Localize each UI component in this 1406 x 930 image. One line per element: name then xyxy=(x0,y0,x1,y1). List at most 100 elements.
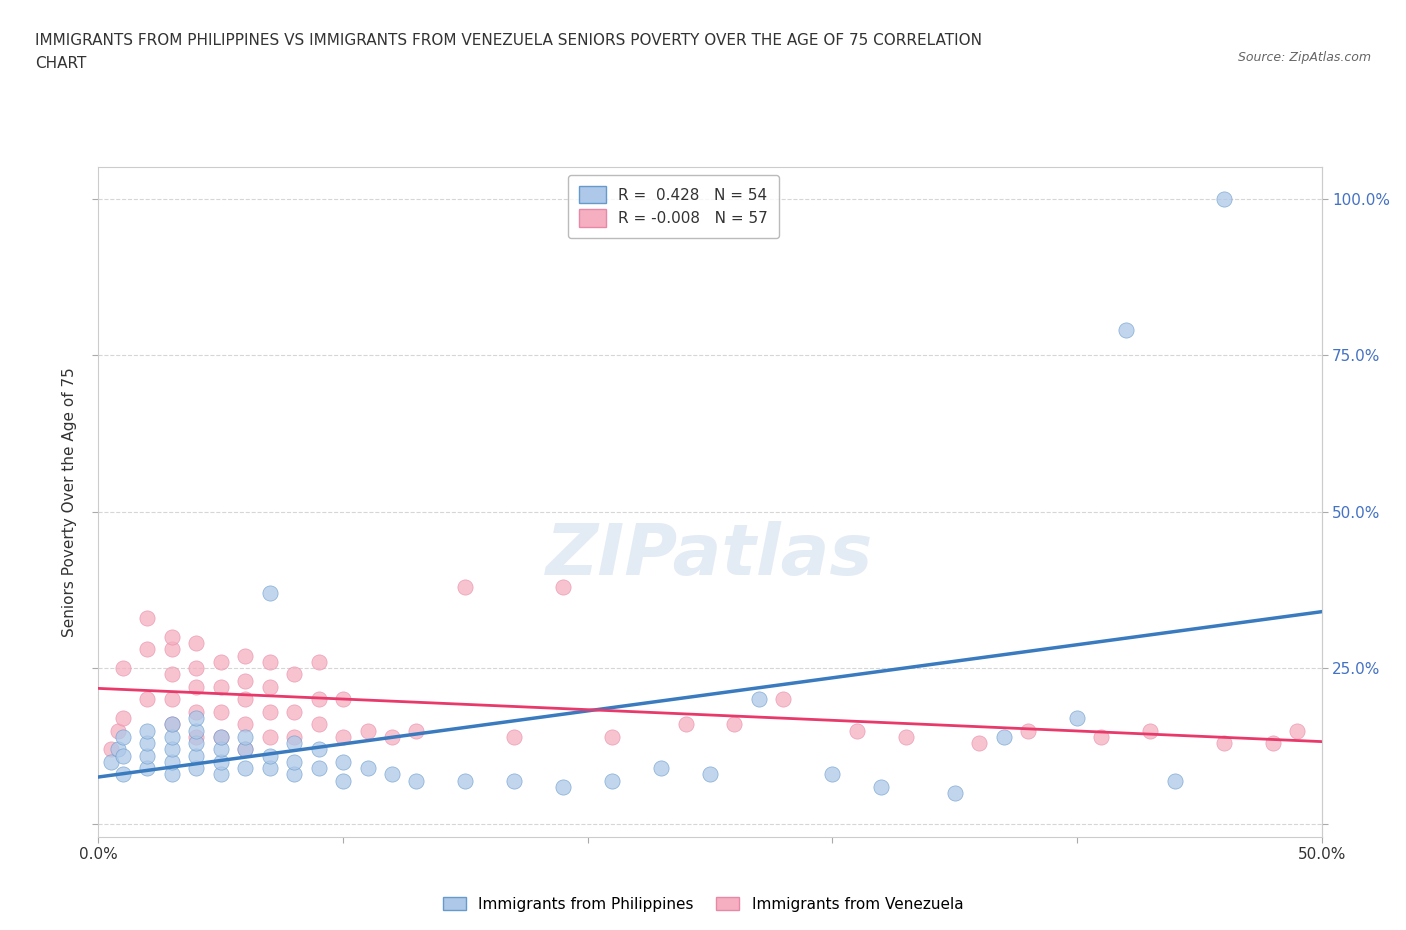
Point xyxy=(1212,736,1234,751)
Point xyxy=(233,742,256,757)
Point xyxy=(209,754,232,769)
Point xyxy=(1115,323,1137,338)
Point xyxy=(136,749,159,764)
Point xyxy=(259,729,281,744)
Point xyxy=(136,642,159,657)
Point xyxy=(186,736,208,751)
Y-axis label: Seniors Poverty Over the Age of 75: Seniors Poverty Over the Age of 75 xyxy=(62,367,77,637)
Point xyxy=(233,673,256,688)
Point xyxy=(332,773,354,788)
Point xyxy=(503,729,526,744)
Point xyxy=(111,767,134,782)
Point xyxy=(381,767,404,782)
Point xyxy=(553,579,575,594)
Point xyxy=(186,635,208,650)
Point xyxy=(160,642,183,657)
Point xyxy=(748,692,770,707)
Point xyxy=(1212,192,1234,206)
Text: CHART: CHART xyxy=(35,56,87,71)
Point xyxy=(1261,736,1284,751)
Point xyxy=(1090,729,1112,744)
Point xyxy=(675,717,697,732)
Point xyxy=(233,761,256,776)
Point xyxy=(845,724,868,738)
Point xyxy=(259,586,281,601)
Point xyxy=(356,761,378,776)
Point xyxy=(186,761,208,776)
Point xyxy=(308,692,330,707)
Point xyxy=(233,729,256,744)
Point xyxy=(209,767,232,782)
Text: IMMIGRANTS FROM PHILIPPINES VS IMMIGRANTS FROM VENEZUELA SENIORS POVERTY OVER TH: IMMIGRANTS FROM PHILIPPINES VS IMMIGRANT… xyxy=(35,33,983,47)
Point xyxy=(186,724,208,738)
Point xyxy=(233,742,256,757)
Point xyxy=(160,630,183,644)
Point xyxy=(209,729,232,744)
Point xyxy=(160,742,183,757)
Point xyxy=(600,773,623,788)
Point xyxy=(259,680,281,695)
Point xyxy=(283,729,305,744)
Point xyxy=(111,729,134,744)
Point xyxy=(405,724,427,738)
Point xyxy=(209,729,232,744)
Point xyxy=(503,773,526,788)
Point xyxy=(308,717,330,732)
Point xyxy=(699,767,721,782)
Point xyxy=(136,736,159,751)
Point xyxy=(209,704,232,719)
Point xyxy=(332,692,354,707)
Point xyxy=(1139,724,1161,738)
Point xyxy=(993,729,1015,744)
Point xyxy=(136,610,159,625)
Point xyxy=(1286,724,1309,738)
Point xyxy=(160,692,183,707)
Point xyxy=(943,786,966,801)
Point xyxy=(894,729,917,744)
Point xyxy=(308,655,330,670)
Point xyxy=(283,736,305,751)
Point xyxy=(186,680,208,695)
Point xyxy=(967,736,990,751)
Point xyxy=(308,761,330,776)
Point xyxy=(160,767,183,782)
Point xyxy=(186,729,208,744)
Point xyxy=(772,692,794,707)
Point xyxy=(111,749,134,764)
Point xyxy=(1017,724,1039,738)
Point xyxy=(650,761,672,776)
Point xyxy=(870,779,893,794)
Point xyxy=(405,773,427,788)
Point xyxy=(259,761,281,776)
Point xyxy=(454,579,477,594)
Legend: Immigrants from Philippines, Immigrants from Venezuela: Immigrants from Philippines, Immigrants … xyxy=(437,890,969,918)
Point xyxy=(100,742,122,757)
Point xyxy=(283,767,305,782)
Text: ZIPatlas: ZIPatlas xyxy=(547,522,873,591)
Point xyxy=(332,729,354,744)
Point xyxy=(160,717,183,732)
Point xyxy=(209,655,232,670)
Point xyxy=(136,761,159,776)
Point xyxy=(111,711,134,725)
Point xyxy=(1164,773,1187,788)
Point xyxy=(107,724,129,738)
Point xyxy=(233,648,256,663)
Point xyxy=(259,704,281,719)
Point xyxy=(1066,711,1088,725)
Point xyxy=(160,667,183,682)
Point xyxy=(209,680,232,695)
Point xyxy=(233,717,256,732)
Point xyxy=(259,749,281,764)
Point xyxy=(283,704,305,719)
Point xyxy=(283,667,305,682)
Point xyxy=(186,711,208,725)
Point xyxy=(454,773,477,788)
Text: Source: ZipAtlas.com: Source: ZipAtlas.com xyxy=(1237,51,1371,64)
Point xyxy=(600,729,623,744)
Legend: R =  0.428   N = 54, R = -0.008   N = 57: R = 0.428 N = 54, R = -0.008 N = 57 xyxy=(568,175,779,238)
Point xyxy=(160,717,183,732)
Point xyxy=(186,660,208,675)
Point xyxy=(821,767,844,782)
Point xyxy=(209,742,232,757)
